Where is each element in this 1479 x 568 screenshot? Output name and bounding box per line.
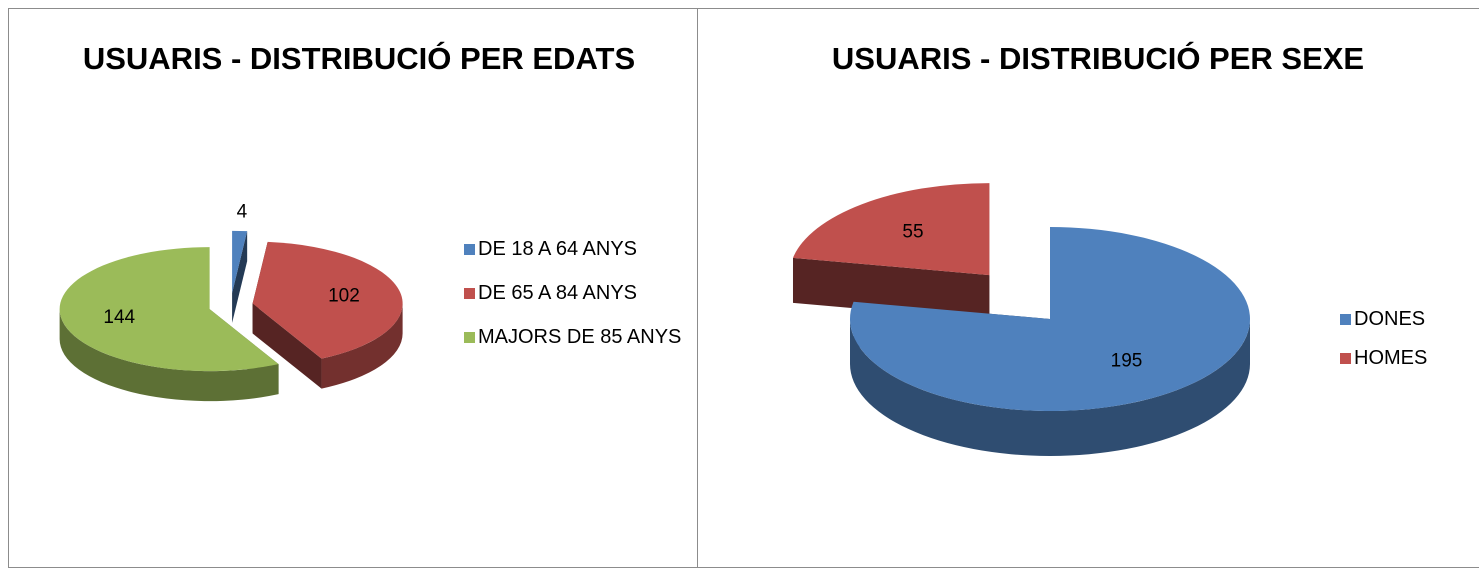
legend-swatch <box>464 244 475 255</box>
pie-chart: 195 55 <box>792 183 1250 456</box>
legend-swatch <box>464 288 475 299</box>
legend: DONES HOMES <box>1340 307 1479 385</box>
legend-item: HOMES <box>1340 346 1479 370</box>
legend-item: DE 65 A 84 ANYS <box>464 281 684 305</box>
data-label: 195 <box>1111 351 1143 372</box>
chart-title: USUARIS - DISTRIBUCIÓ PER EDATS <box>82 41 636 76</box>
legend-label: DE 18 A 64 ANYS <box>478 238 637 260</box>
pie-chart: 4 102 144 <box>59 201 403 402</box>
legend-swatch <box>1340 314 1351 325</box>
legend-label: HOMES <box>1354 347 1428 369</box>
slice <box>252 241 403 359</box>
slice-rim <box>59 309 279 402</box>
chart-panel: 195 55 USUARIS - DISTRIBUCIÓ PER SEXE DON… <box>697 8 1479 568</box>
slice-rim <box>321 303 403 389</box>
data-label: 102 <box>328 285 360 306</box>
data-label: 4 <box>237 201 248 222</box>
legend-label: MAJORS DE 85 ANYS <box>478 326 682 348</box>
legend-swatch <box>464 332 475 343</box>
data-label: 55 <box>902 222 923 243</box>
slice <box>59 247 279 372</box>
legend-item: DE 18 A 64 ANYS <box>464 237 684 261</box>
legend-swatch <box>1340 353 1351 364</box>
data-label: 144 <box>103 307 135 328</box>
legend: DE 18 A 64 ANYS DE 65 A 84 ANYS MAJORS DE … <box>464 237 684 369</box>
legend-item: DONES <box>1340 307 1479 331</box>
slice-wall <box>792 257 990 321</box>
slice <box>850 227 1250 411</box>
legend-item: MAJORS DE 85 ANYS <box>464 325 684 349</box>
slice-wall <box>252 303 322 389</box>
slice <box>232 230 248 293</box>
slice-wall <box>232 231 248 323</box>
slice-rim <box>850 319 1250 456</box>
chart-panel: 4 102 144 USUARIS - DISTRIBUCIÓ PER EDATS … <box>8 8 698 568</box>
slice <box>792 183 990 276</box>
legend-label: DONES <box>1354 308 1426 330</box>
chart-title: USUARIS - DISTRIBUCIÓ PER SEXE <box>831 41 1365 76</box>
legend-label: DE 65 A 84 ANYS <box>478 282 637 304</box>
page: 4 102 144 USUARIS - DISTRIBUCIÓ PER EDATS … <box>8 8 1479 568</box>
